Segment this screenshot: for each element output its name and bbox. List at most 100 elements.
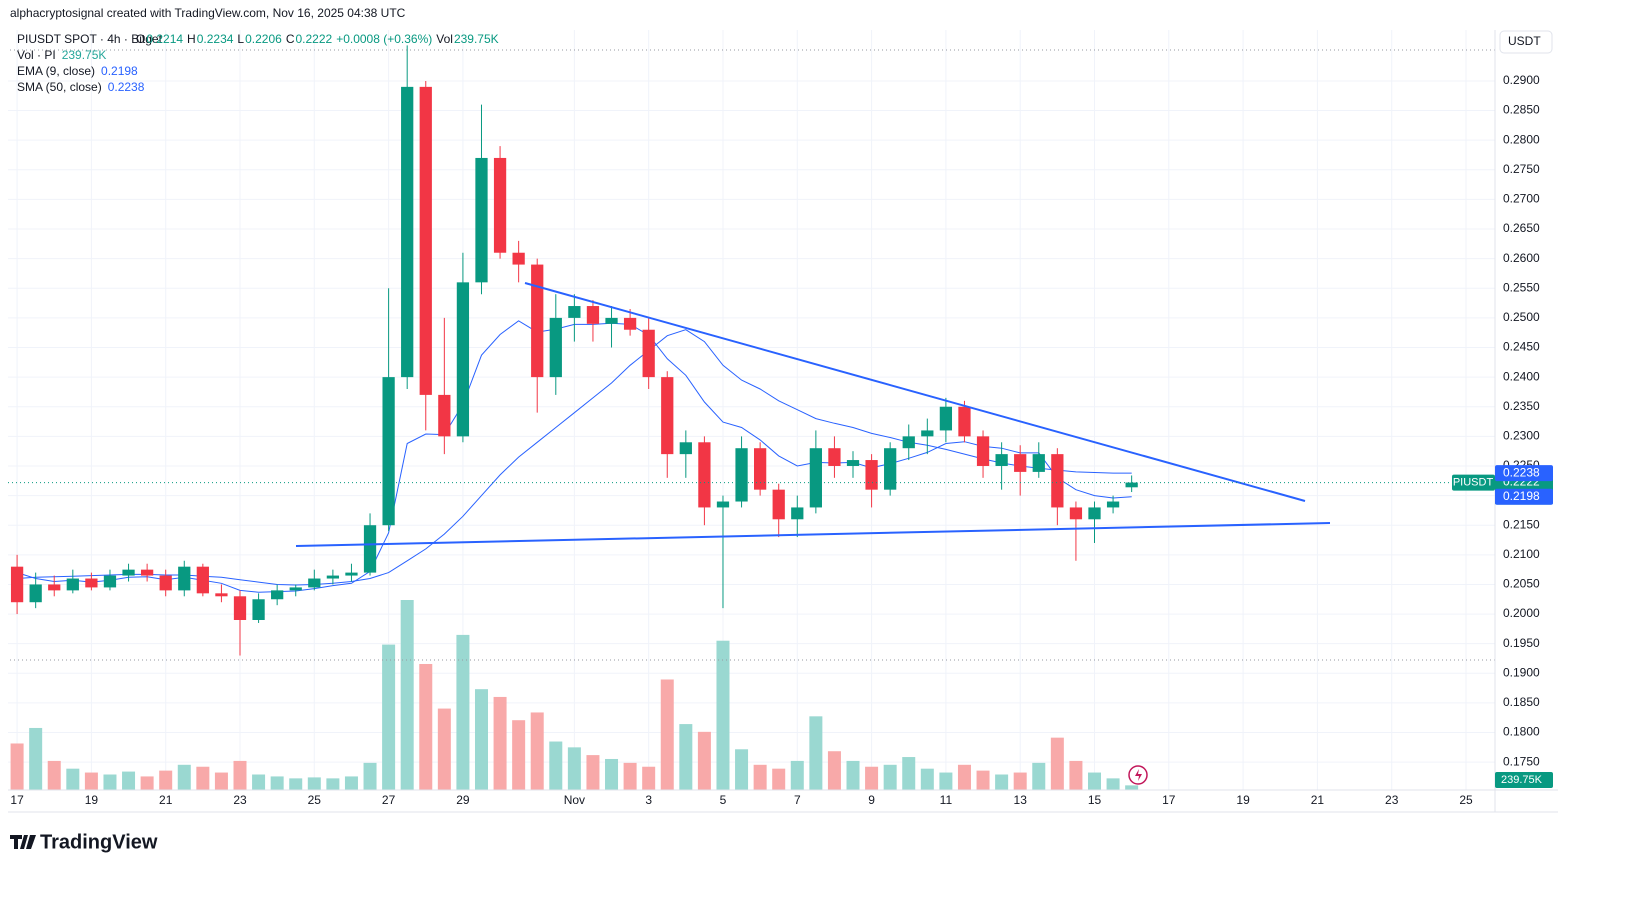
volume-bar <box>159 770 173 790</box>
candle-body <box>159 575 172 591</box>
volume-bar <box>809 716 823 790</box>
candle-body <box>939 406 953 431</box>
candle-body <box>623 317 637 330</box>
volume-bar <box>177 764 191 790</box>
volume-bar <box>29 727 43 790</box>
event-icon-bolt <box>1135 769 1142 781</box>
candle-body <box>679 442 692 455</box>
volume-bar <box>66 768 80 790</box>
x-tick-label: 17 <box>10 793 24 807</box>
x-tick-label: 15 <box>1088 793 1102 807</box>
support-trendline <box>295 522 1331 547</box>
x-tick-label: 19 <box>1236 793 1250 807</box>
x-tick-label: 7 <box>794 793 801 807</box>
volume-bar <box>567 747 581 790</box>
candle-body <box>456 282 470 437</box>
volume-bar <box>1106 778 1120 790</box>
y-tick-label: 0.2750 <box>1503 162 1540 176</box>
volume-bar <box>697 731 711 790</box>
symbol-tag-bg <box>1452 474 1495 491</box>
price-tag-bg <box>1495 465 1553 482</box>
volume-bar <box>735 749 749 790</box>
currency[interactable]: USDT <box>1508 34 1541 48</box>
indicator-value: 0.2198 <box>101 64 138 78</box>
volume-bar <box>493 696 507 790</box>
indicator-name: EMA (9, close) <box>17 64 95 78</box>
logo: TradingView <box>10 831 158 853</box>
volume-bar <box>140 776 154 790</box>
y-tick-label: 0.2450 <box>1503 340 1540 354</box>
candle-body <box>976 436 990 466</box>
x-tick-label: 23 <box>233 793 247 807</box>
price-tag-bg <box>1495 488 1553 505</box>
volume-bar <box>196 766 210 790</box>
x-tick-label: 13 <box>1014 793 1028 807</box>
candle-body <box>828 448 841 466</box>
candle-body <box>29 584 42 603</box>
volume-bar <box>846 760 860 790</box>
logo-text: TradingView <box>40 831 158 853</box>
x-tick-label: 25 <box>1459 793 1473 807</box>
y-tick-label: 0.2500 <box>1503 310 1540 324</box>
indicator-value: 0.2238 <box>108 80 145 94</box>
resistance-trendline <box>524 282 1306 502</box>
volume-bar <box>865 766 879 790</box>
logo-mark <box>10 835 36 849</box>
currency-button[interactable] <box>1499 30 1553 54</box>
volume-bar <box>549 741 563 790</box>
volume-bar <box>400 600 414 790</box>
x-tick-label: 29 <box>456 793 470 807</box>
candle-body <box>326 575 340 579</box>
ohlc-value: 0.2214 <box>146 32 183 46</box>
volume-tag-bg <box>1495 772 1553 788</box>
volume-bar <box>10 743 24 790</box>
y-tick-label: 0.2700 <box>1503 192 1540 206</box>
volume-bar <box>307 777 321 790</box>
y-tick-label: 0.2300 <box>1503 429 1540 443</box>
volume-bar <box>512 720 526 790</box>
candle-body <box>902 436 915 449</box>
candle-body <box>48 584 61 591</box>
x-tick-label: 21 <box>1311 793 1325 807</box>
candle-body <box>1125 482 1138 488</box>
volume-bar <box>84 772 98 790</box>
volume-bar <box>289 778 303 790</box>
candle-body <box>754 448 767 490</box>
y-tick-label: 0.1900 <box>1503 665 1540 679</box>
volume-bar <box>214 772 228 790</box>
volume-bar <box>419 663 433 790</box>
volume-bar <box>1013 772 1027 790</box>
legend: alphacryptosignal created with TradingVi… <box>10 6 499 94</box>
candle-body <box>605 317 618 324</box>
price-tag-label: 0.2198 <box>1503 489 1540 503</box>
volume-bar <box>790 760 804 790</box>
candles <box>10 45 1138 656</box>
ohlc-value: 0.2206 <box>245 32 282 46</box>
candle-body <box>140 569 154 576</box>
x-tick-label: 3 <box>645 793 652 807</box>
volume-bar <box>753 764 767 790</box>
volume-bar <box>920 768 934 790</box>
change: +0.0008 (+0.36%) <box>336 32 432 46</box>
candle-body <box>995 454 1008 466</box>
x-tick-label: 9 <box>868 793 875 807</box>
y-tick-label: 0.2100 <box>1503 547 1540 561</box>
candle-body <box>512 252 525 265</box>
volume-bar <box>382 644 396 790</box>
candle-body <box>846 460 860 466</box>
candle-body <box>642 329 655 378</box>
volume-pane <box>10 600 1139 790</box>
candle-body <box>865 460 878 490</box>
ohlc-name: O <box>136 32 145 46</box>
y-tick-label: 0.2150 <box>1503 517 1540 531</box>
candle-body <box>716 501 730 508</box>
candle-body <box>103 575 117 588</box>
candle-body <box>215 593 228 597</box>
volume-bar <box>474 689 488 790</box>
ohlc-value: 0.2234 <box>197 32 234 46</box>
volume-bar <box>363 762 377 790</box>
candle-body <box>475 157 488 283</box>
candle-body <box>1051 454 1064 508</box>
volume-bar <box>827 751 841 790</box>
